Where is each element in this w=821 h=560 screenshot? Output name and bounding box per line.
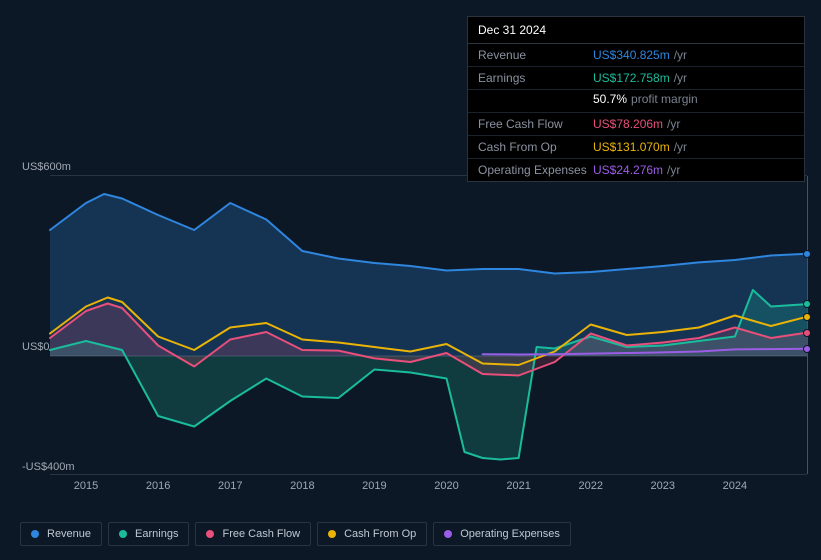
x-tick-label: 2017 bbox=[218, 480, 242, 492]
x-tick-label: 2019 bbox=[362, 480, 386, 492]
cursor-line bbox=[807, 176, 808, 474]
chart-tooltip: Dec 31 2024 RevenueUS$340.825m/yrEarning… bbox=[467, 16, 805, 182]
tooltip-date: Dec 31 2024 bbox=[468, 17, 804, 44]
legend-swatch-icon bbox=[31, 530, 39, 538]
tooltip-row-label: Cash From Op bbox=[478, 140, 593, 154]
tooltip-row-value: US$340.825m bbox=[593, 48, 670, 62]
tooltip-subrow: 50.7% profit margin bbox=[468, 90, 804, 113]
tooltip-row-revenue: RevenueUS$340.825m/yr bbox=[468, 44, 804, 67]
x-tick-label: 2021 bbox=[506, 480, 530, 492]
tooltip-sub-value: 50.7% bbox=[593, 92, 627, 106]
tooltip-sub-text: profit margin bbox=[631, 92, 698, 106]
legend-label: Revenue bbox=[47, 528, 91, 540]
tooltip-row-label: Revenue bbox=[478, 48, 593, 62]
legend-label: Operating Expenses bbox=[460, 528, 560, 540]
x-tick-label: 2016 bbox=[146, 480, 170, 492]
tooltip-row-value: US$78.206m bbox=[593, 117, 663, 131]
tooltip-row-suffix: /yr bbox=[674, 140, 687, 154]
cursor-dot-cash_from_op bbox=[803, 313, 811, 321]
tooltip-row-value: US$24.276m bbox=[593, 163, 663, 177]
cursor-dot-earnings bbox=[803, 300, 811, 308]
tooltip-row-suffix: /yr bbox=[674, 48, 687, 62]
cursor-dot-revenue bbox=[803, 250, 811, 258]
x-tick-label: 2024 bbox=[723, 480, 747, 492]
tooltip-row-value: US$131.070m bbox=[593, 140, 670, 154]
tooltip-row-label: Earnings bbox=[478, 71, 593, 85]
y-tick-label: US$0 bbox=[22, 341, 50, 353]
tooltip-row-label: Operating Expenses bbox=[478, 163, 593, 177]
plot-area[interactable] bbox=[50, 175, 807, 475]
tooltip-row-cfo: Cash From OpUS$131.070m/yr bbox=[468, 136, 804, 159]
y-tick-label: US$600m bbox=[22, 161, 71, 173]
legend-item-opex[interactable]: Operating Expenses bbox=[433, 522, 571, 546]
x-axis: 2015 2016 2017 2018 2019 2020 2021 2022 2023 2024 bbox=[50, 480, 807, 500]
legend-item-cfo[interactable]: Cash From Op bbox=[317, 522, 427, 546]
x-tick-label: 2015 bbox=[74, 480, 98, 492]
x-tick-label: 2020 bbox=[434, 480, 458, 492]
tooltip-row-label: Free Cash Flow bbox=[478, 117, 593, 131]
chart-legend: Revenue Earnings Free Cash Flow Cash From O… bbox=[20, 522, 571, 546]
legend-item-earnings[interactable]: Earnings bbox=[108, 522, 189, 546]
legend-item-revenue[interactable]: Revenue bbox=[20, 522, 102, 546]
legend-label: Cash From Op bbox=[344, 528, 416, 540]
legend-label: Earnings bbox=[135, 528, 178, 540]
x-tick-label: 2022 bbox=[578, 480, 602, 492]
tooltip-row-suffix: /yr bbox=[667, 163, 680, 177]
x-tick-label: 2023 bbox=[651, 480, 675, 492]
tooltip-row-suffix: /yr bbox=[674, 71, 687, 85]
tooltip-row-earnings: EarningsUS$172.758m/yr bbox=[468, 67, 804, 90]
legend-item-fcf[interactable]: Free Cash Flow bbox=[195, 522, 311, 546]
legend-swatch-icon bbox=[206, 530, 214, 538]
cursor-dot-free_cash_flow bbox=[803, 329, 811, 337]
legend-swatch-icon bbox=[328, 530, 336, 538]
tooltip-row-value: US$172.758m bbox=[593, 71, 670, 85]
legend-swatch-icon bbox=[119, 530, 127, 538]
legend-swatch-icon bbox=[444, 530, 452, 538]
legend-label: Free Cash Flow bbox=[222, 528, 300, 540]
tooltip-row-fcf: Free Cash FlowUS$78.206m/yr bbox=[468, 113, 804, 136]
x-tick-label: 2018 bbox=[290, 480, 314, 492]
y-tick-label: -US$400m bbox=[22, 461, 75, 473]
cursor-dot-operating_expenses bbox=[803, 345, 811, 353]
tooltip-row-suffix: /yr bbox=[667, 117, 680, 131]
tooltip-row-opex: Operating ExpensesUS$24.276m/yr bbox=[468, 159, 804, 181]
financials-chart[interactable]: 2015 2016 2017 2018 2019 2020 2021 2022 2023 2024… bbox=[14, 155, 807, 515]
